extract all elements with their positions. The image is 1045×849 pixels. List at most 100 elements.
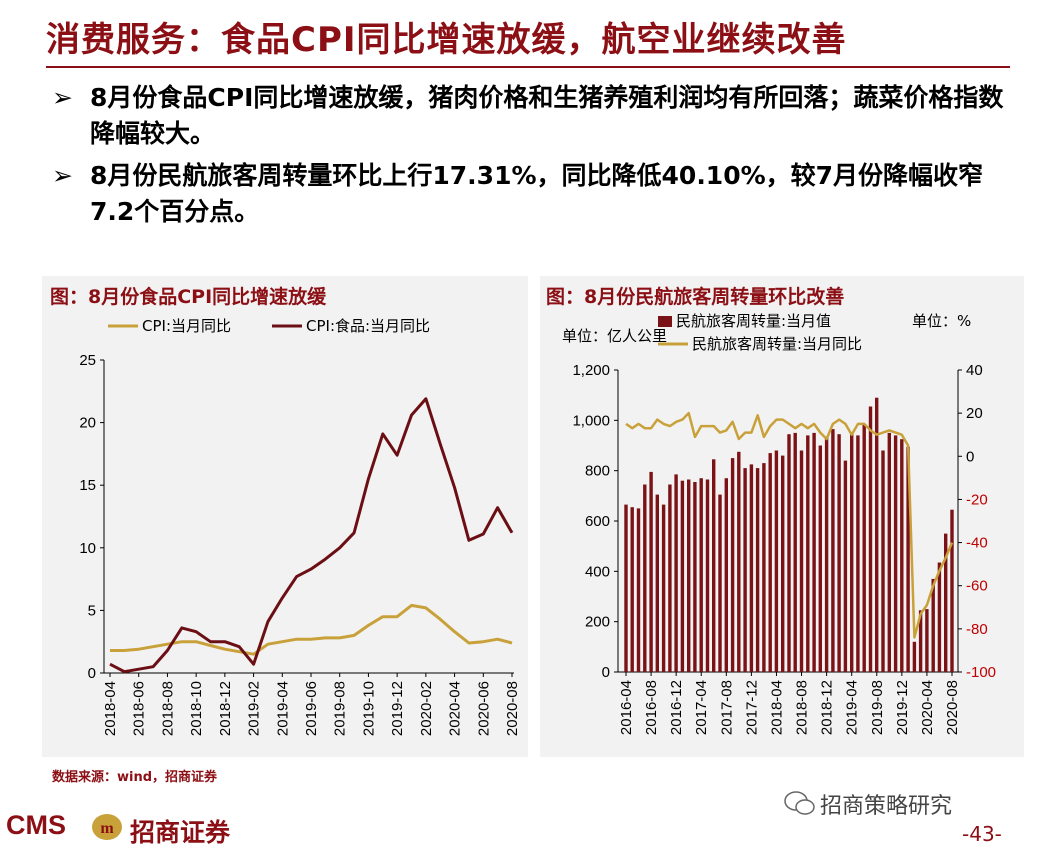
wechat-icon — [784, 791, 815, 815]
right-y-tick-label: -40 — [966, 535, 988, 552]
volume-bar — [674, 474, 678, 672]
volume-bar — [762, 463, 766, 672]
volume-bar — [850, 432, 854, 672]
volume-bar — [925, 609, 929, 672]
volume-bar — [655, 494, 659, 672]
y-tick-label: 20 — [79, 415, 96, 432]
volume-bar — [799, 450, 804, 672]
right-y-tick-label: 40 — [966, 362, 983, 379]
x-tick-label: 2020-08 — [504, 681, 521, 736]
title-divider — [46, 66, 1010, 68]
x-tick-label: 2019-04 — [274, 681, 291, 736]
volume-bar — [668, 484, 672, 672]
x-tick-label: 2018-04 — [768, 680, 785, 735]
volume-bar — [643, 484, 647, 672]
volume-bar — [724, 478, 728, 672]
cpi-chart: CPI:当月同比 CPI:食品:当月同比 0 5 10 15 20 25 2018-04 20… — [79, 317, 521, 736]
x-tick-label: 2020-04 — [919, 680, 936, 735]
y-tick-label: 0 — [88, 665, 96, 682]
cpi-chart-panel: 图：8月份食品CPI同比增速放缓 CPI:当月同比 CPI:食品:当月同比 0 5… — [42, 276, 528, 757]
right-y-tick-label: -80 — [966, 621, 988, 638]
x-tick-label: 2020-02 — [418, 681, 435, 736]
page-title: 消费服务：食品CPI同比增速放缓，航空业继续改善 — [46, 20, 847, 60]
volume-bar — [630, 507, 634, 672]
volume-bar — [781, 455, 785, 672]
volume-bar — [730, 458, 735, 672]
x-tick-label: 2016-08 — [643, 680, 660, 735]
volume-bar — [856, 435, 860, 672]
volume-bar — [806, 435, 810, 672]
volume-bar — [749, 464, 754, 672]
left-y-tick-label: 400 — [585, 563, 610, 580]
volume-bar — [687, 479, 691, 672]
left-y-tick-label: 200 — [585, 614, 610, 631]
right-axis-unit: 单位：% — [912, 312, 971, 330]
page-number: -43- — [962, 822, 1002, 846]
cms-logo: CMS — [6, 810, 66, 840]
svg-text:m: m — [100, 820, 114, 837]
volume-bar — [900, 439, 904, 672]
legend-label-food-cpi: CPI:食品:当月同比 — [306, 317, 430, 335]
x-tick-label: 2018-04 — [102, 681, 119, 736]
volume-bar — [812, 432, 816, 672]
x-tick-label: 2019-10 — [360, 681, 377, 736]
volume-bar — [680, 480, 685, 672]
volume-bar — [950, 509, 954, 672]
volume-bar — [793, 432, 797, 672]
volume-bar — [768, 453, 772, 672]
watermark: 招商策略研究 — [820, 794, 953, 819]
x-tick-label: 2017-04 — [693, 680, 710, 735]
x-tick-label: 2018-12 — [217, 681, 234, 736]
x-tick-label: 2019-12 — [389, 681, 406, 736]
arrow-bullet-icon: ➢ — [52, 83, 73, 112]
volume-bar — [862, 424, 866, 672]
x-tick-label: 2019-02 — [246, 681, 263, 736]
volume-bar — [912, 641, 917, 672]
brand-name: 招商证券 — [130, 818, 231, 847]
x-tick-label: 2019-08 — [332, 681, 349, 736]
aviation-chart-panel: 图：8月份民航旅客周转量环比改善 单位：亿人公里 单位：% 民航旅客周转量:当月… — [540, 276, 1024, 757]
legend-label-volume: 民航旅客周转量:当月值 — [676, 312, 831, 330]
food-cpi-line — [109, 397, 514, 674]
x-tick-label: 2019-08 — [869, 680, 886, 735]
legend-label-yoy: 民航旅客周转量:当月同比 — [692, 335, 862, 353]
x-tick-label: 2019-04 — [844, 680, 861, 735]
x-tick-label: 2019-12 — [894, 680, 911, 735]
volume-bar — [693, 482, 697, 672]
x-tick-label: 2016-12 — [668, 680, 685, 735]
bullet-text-1: 8月份食品CPI同比增速放缓，猪肉价格和生猪养殖利润均有所回落；蔬菜价格指数降幅… — [90, 83, 1004, 148]
volume-bar — [737, 451, 741, 672]
x-tick-label: 2017-08 — [718, 680, 735, 735]
bullet-text-2: 8月份民航旅客周转量环比上行17.31%，同比降低40.10%，较7月份降幅收窄… — [90, 161, 984, 226]
left-y-tick-label: 800 — [585, 463, 610, 480]
left-y-tick-label: 0 — [602, 664, 610, 681]
chart2-legend: 民航旅客周转量:当月值 民航旅客周转量:当月同比 — [658, 312, 862, 353]
right-y-tick-label: -60 — [966, 578, 988, 595]
y-tick-label: 15 — [79, 477, 96, 494]
volume-bar — [649, 471, 653, 672]
x-tick-label: 2017-12 — [743, 680, 760, 735]
volume-bar — [718, 494, 722, 672]
aviation-chart-title: 图：8月份民航旅客周转量环比改善 — [546, 286, 845, 308]
cpi-chart-title: 图：8月份食品CPI同比增速放缓 — [50, 286, 327, 308]
volume-bar — [661, 504, 666, 672]
volume-bar — [818, 445, 822, 672]
volume-bar — [712, 459, 716, 672]
volume-bar — [937, 562, 942, 672]
volume-bar — [893, 435, 898, 672]
volume-bar — [944, 533, 948, 672]
x-tick-label: 2020-08 — [944, 680, 961, 735]
x-tick-label: 2018-08 — [794, 680, 811, 735]
x-tick-label: 2020-04 — [447, 681, 464, 736]
x-tick-label: 2018-10 — [188, 681, 205, 736]
volume-bar — [918, 610, 923, 672]
volume-bar — [624, 504, 628, 672]
cms-emblem-icon: m — [92, 814, 122, 840]
chart1-legend: CPI:当月同比 CPI:食品:当月同比 — [108, 317, 430, 335]
volume-bar — [636, 508, 641, 672]
y-tick-label: 25 — [79, 352, 96, 369]
volume-bar — [881, 450, 885, 672]
yoy-line — [625, 411, 954, 639]
left-axis-unit: 单位：亿人公里 — [562, 327, 667, 345]
volume-bar — [705, 479, 710, 672]
